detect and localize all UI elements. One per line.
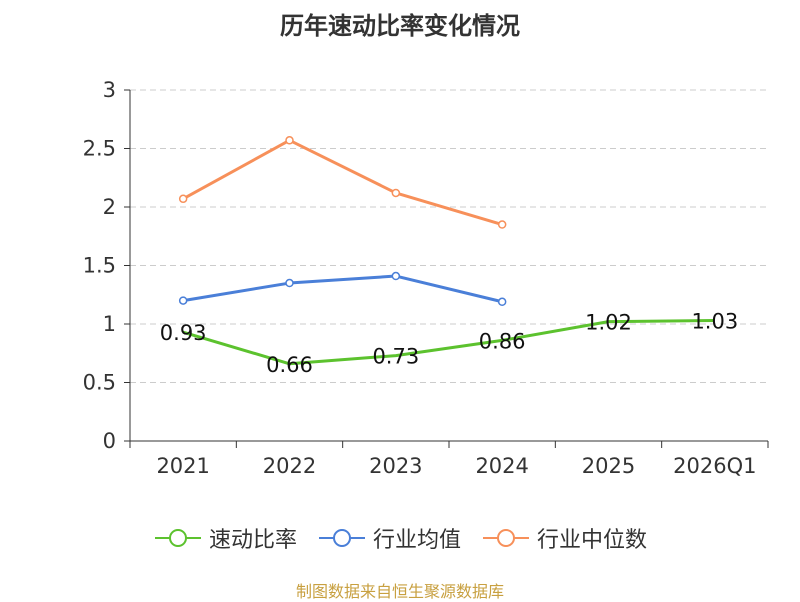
data-point	[497, 297, 507, 307]
data-label: 0.86	[479, 329, 526, 353]
gridlines	[130, 89, 768, 383]
data-label: 1.03	[691, 309, 738, 333]
chart-title: 历年速动比率变化情况	[280, 12, 520, 40]
legend: 速动比率 行业均值 行业中位数	[0, 520, 800, 556]
data-point	[497, 220, 507, 229]
legend-line-icon	[318, 529, 365, 547]
series-line	[182, 318, 715, 366]
y-tick-label: 0.5	[83, 371, 116, 395]
data-point	[285, 136, 294, 145]
x-tick-label: 2025	[582, 454, 635, 478]
data-point	[178, 296, 188, 305]
legend-item-industry-median[interactable]: 行业中位数	[481, 522, 647, 554]
data-point	[391, 271, 401, 281]
series-layer	[178, 136, 715, 366]
data-point	[178, 194, 188, 204]
x-tick-label: 2024	[475, 454, 528, 478]
data-point	[285, 278, 294, 288]
legend-line-icon	[154, 529, 201, 547]
source-note: 制图数据来自恒生聚源数据库	[295, 582, 504, 601]
legend-line-icon	[483, 529, 529, 547]
x-tick-label: 2021	[156, 454, 209, 478]
data-point	[391, 188, 401, 198]
legend-item-quick-ratio[interactable]: 速动比率	[153, 522, 297, 554]
data-label: 1.02	[585, 311, 632, 335]
x-tick-label: 2026Q1	[673, 454, 756, 478]
data-labels: 0.93 0.66 0.73 0.86 1.02 1.03	[160, 309, 738, 376]
y-tick-label: 2.5	[83, 137, 116, 161]
legend-label: 速动比率	[208, 528, 297, 553]
axes: 0 0.5 1 1.5 2 2.5 3 2021 2022 2023 2024 2025 2026Q1	[83, 78, 769, 478]
y-tick-label: 2	[103, 195, 116, 219]
y-tick-label: 3	[103, 78, 116, 102]
x-tick-label: 2023	[369, 454, 422, 478]
series-line	[182, 274, 503, 304]
legend-label: 行业中位数	[537, 528, 648, 553]
x-tick-label: 2022	[263, 454, 316, 478]
data-label: 0.93	[160, 321, 207, 345]
legend-label: 行业均值	[372, 528, 461, 553]
data-label: 0.73	[372, 345, 419, 369]
legend-item-industry-mean[interactable]: 行业均值	[317, 522, 461, 554]
y-tick-label: 0	[103, 429, 116, 453]
data-label: 0.66	[266, 353, 313, 377]
y-tick-label: 1	[103, 312, 116, 336]
series-line	[182, 138, 503, 226]
y-tick-label: 1.5	[83, 254, 116, 278]
